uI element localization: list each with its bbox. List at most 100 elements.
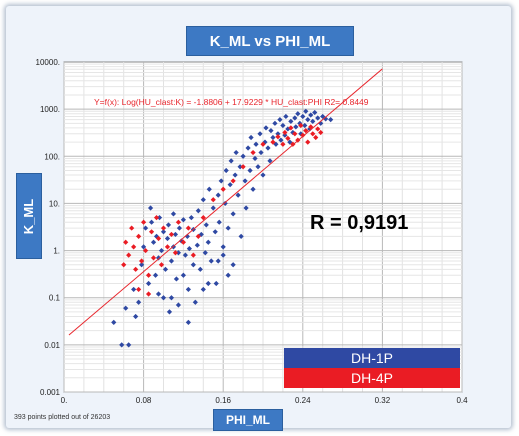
point-dh-4p (131, 244, 137, 250)
x-tick-label: 0. (61, 396, 68, 405)
point-dh-4p (260, 141, 266, 147)
y-axis-label: K_ML (21, 198, 37, 234)
point-dh-1p (290, 129, 296, 136)
point-dh-1p (215, 258, 221, 264)
point-dh-1p (111, 319, 117, 325)
correlation-label: R = 0,9191 (310, 212, 409, 234)
point-dh-1p (237, 164, 243, 170)
point-dh-1p (131, 286, 137, 293)
point-dh-1p (243, 205, 249, 211)
x-tick-label: 0.16 (215, 396, 231, 405)
x-tick-label: 0.24 (295, 396, 311, 405)
point-dh-1p (194, 242, 200, 248)
point-dh-1p (158, 247, 165, 254)
y-tick-label: 10000. (36, 58, 60, 67)
point-dh-1p (302, 122, 308, 129)
point-dh-1p (225, 225, 231, 231)
point-dh-1p (123, 305, 129, 311)
point-dh-4p (158, 262, 165, 268)
point-dh-4p (313, 134, 319, 141)
point-dh-4p (303, 128, 309, 134)
point-dh-1p (190, 262, 196, 268)
point-dh-1p (240, 153, 246, 159)
point-dh-1p (233, 149, 239, 156)
point-dh-1p (222, 200, 228, 207)
point-dh-1p (155, 291, 162, 297)
point-dh-4p (285, 135, 291, 141)
point-dh-1p (133, 313, 139, 320)
point-dh-1p (164, 235, 171, 242)
point-dh-4p (250, 149, 256, 156)
point-dh-1p (180, 272, 186, 278)
point-dh-1p (205, 280, 211, 287)
point-dh-4p (275, 134, 281, 140)
point-dh-1p (228, 158, 234, 164)
point-dh-1p (310, 118, 316, 124)
point-dh-1p (220, 252, 226, 258)
point-dh-4p (153, 215, 160, 221)
x-axis-label: PHI_ML (213, 409, 283, 431)
point-dh-1p (182, 252, 188, 258)
point-dh-1p (280, 122, 286, 129)
point-dh-1p (210, 205, 216, 211)
point-dh-4p (230, 178, 236, 184)
point-dh-1p (282, 132, 288, 138)
point-dh-1p (186, 246, 192, 252)
point-dh-1p (145, 280, 152, 287)
point-dh-1p (136, 299, 142, 305)
point-dh-4p (288, 125, 294, 131)
point-dh-4p (298, 122, 304, 129)
point-dh-4p (310, 131, 316, 137)
point-dh-4p (318, 129, 324, 136)
point-dh-1p (147, 205, 154, 211)
point-dh-1p (300, 113, 306, 120)
point-dh-1p (255, 164, 261, 170)
point-dh-1p (155, 255, 162, 261)
point-dh-1p (318, 120, 324, 126)
point-dh-4p (123, 239, 129, 245)
point-dh-1p (230, 262, 236, 268)
point-dh-1p (166, 309, 173, 315)
point-dh-1p (202, 250, 208, 256)
point-dh-1p (257, 131, 263, 137)
point-dh-1p (267, 158, 273, 164)
point-dh-4p (136, 286, 142, 293)
point-dh-1p (263, 125, 269, 131)
point-dh-1p (265, 145, 271, 151)
point-dh-1p (312, 109, 318, 116)
point-dh-1p (185, 286, 191, 293)
y-tick-label: 1000. (40, 105, 60, 114)
point-dh-1p (172, 231, 179, 238)
point-dh-1p (328, 117, 334, 123)
point-dh-1p (168, 295, 175, 301)
point-dh-1p (308, 112, 314, 118)
data-points (111, 108, 334, 348)
point-dh-1p (303, 108, 309, 114)
x-tick-label: 0.4 (456, 396, 468, 405)
point-dh-1p (232, 172, 238, 178)
grid-lines (63, 62, 463, 393)
point-dh-4p (190, 252, 196, 258)
point-dh-1p (242, 178, 248, 184)
point-dh-1p (203, 222, 209, 228)
point-dh-1p (126, 342, 132, 348)
point-dh-4p (282, 129, 288, 136)
point-dh-1p (227, 182, 233, 188)
point-dh-1p (212, 229, 218, 235)
point-dh-4p (280, 141, 286, 147)
y-tick-label: 0.01 (44, 341, 60, 350)
point-dh-1p (288, 118, 294, 124)
point-dh-1p (260, 172, 266, 178)
point-dh-1p (223, 167, 229, 174)
point-dh-1p (208, 258, 214, 264)
point-dh-4p (305, 139, 311, 145)
point-dh-1p (192, 299, 198, 305)
point-dh-4p (133, 266, 139, 272)
point-dh-4p (168, 231, 175, 238)
point-dh-1p (148, 219, 155, 225)
y-tick-label: 1. (53, 247, 60, 256)
point-dh-1p (162, 266, 169, 272)
legend-item-dh-1p: DH-1P (284, 348, 460, 368)
point-dh-1p (139, 262, 145, 268)
